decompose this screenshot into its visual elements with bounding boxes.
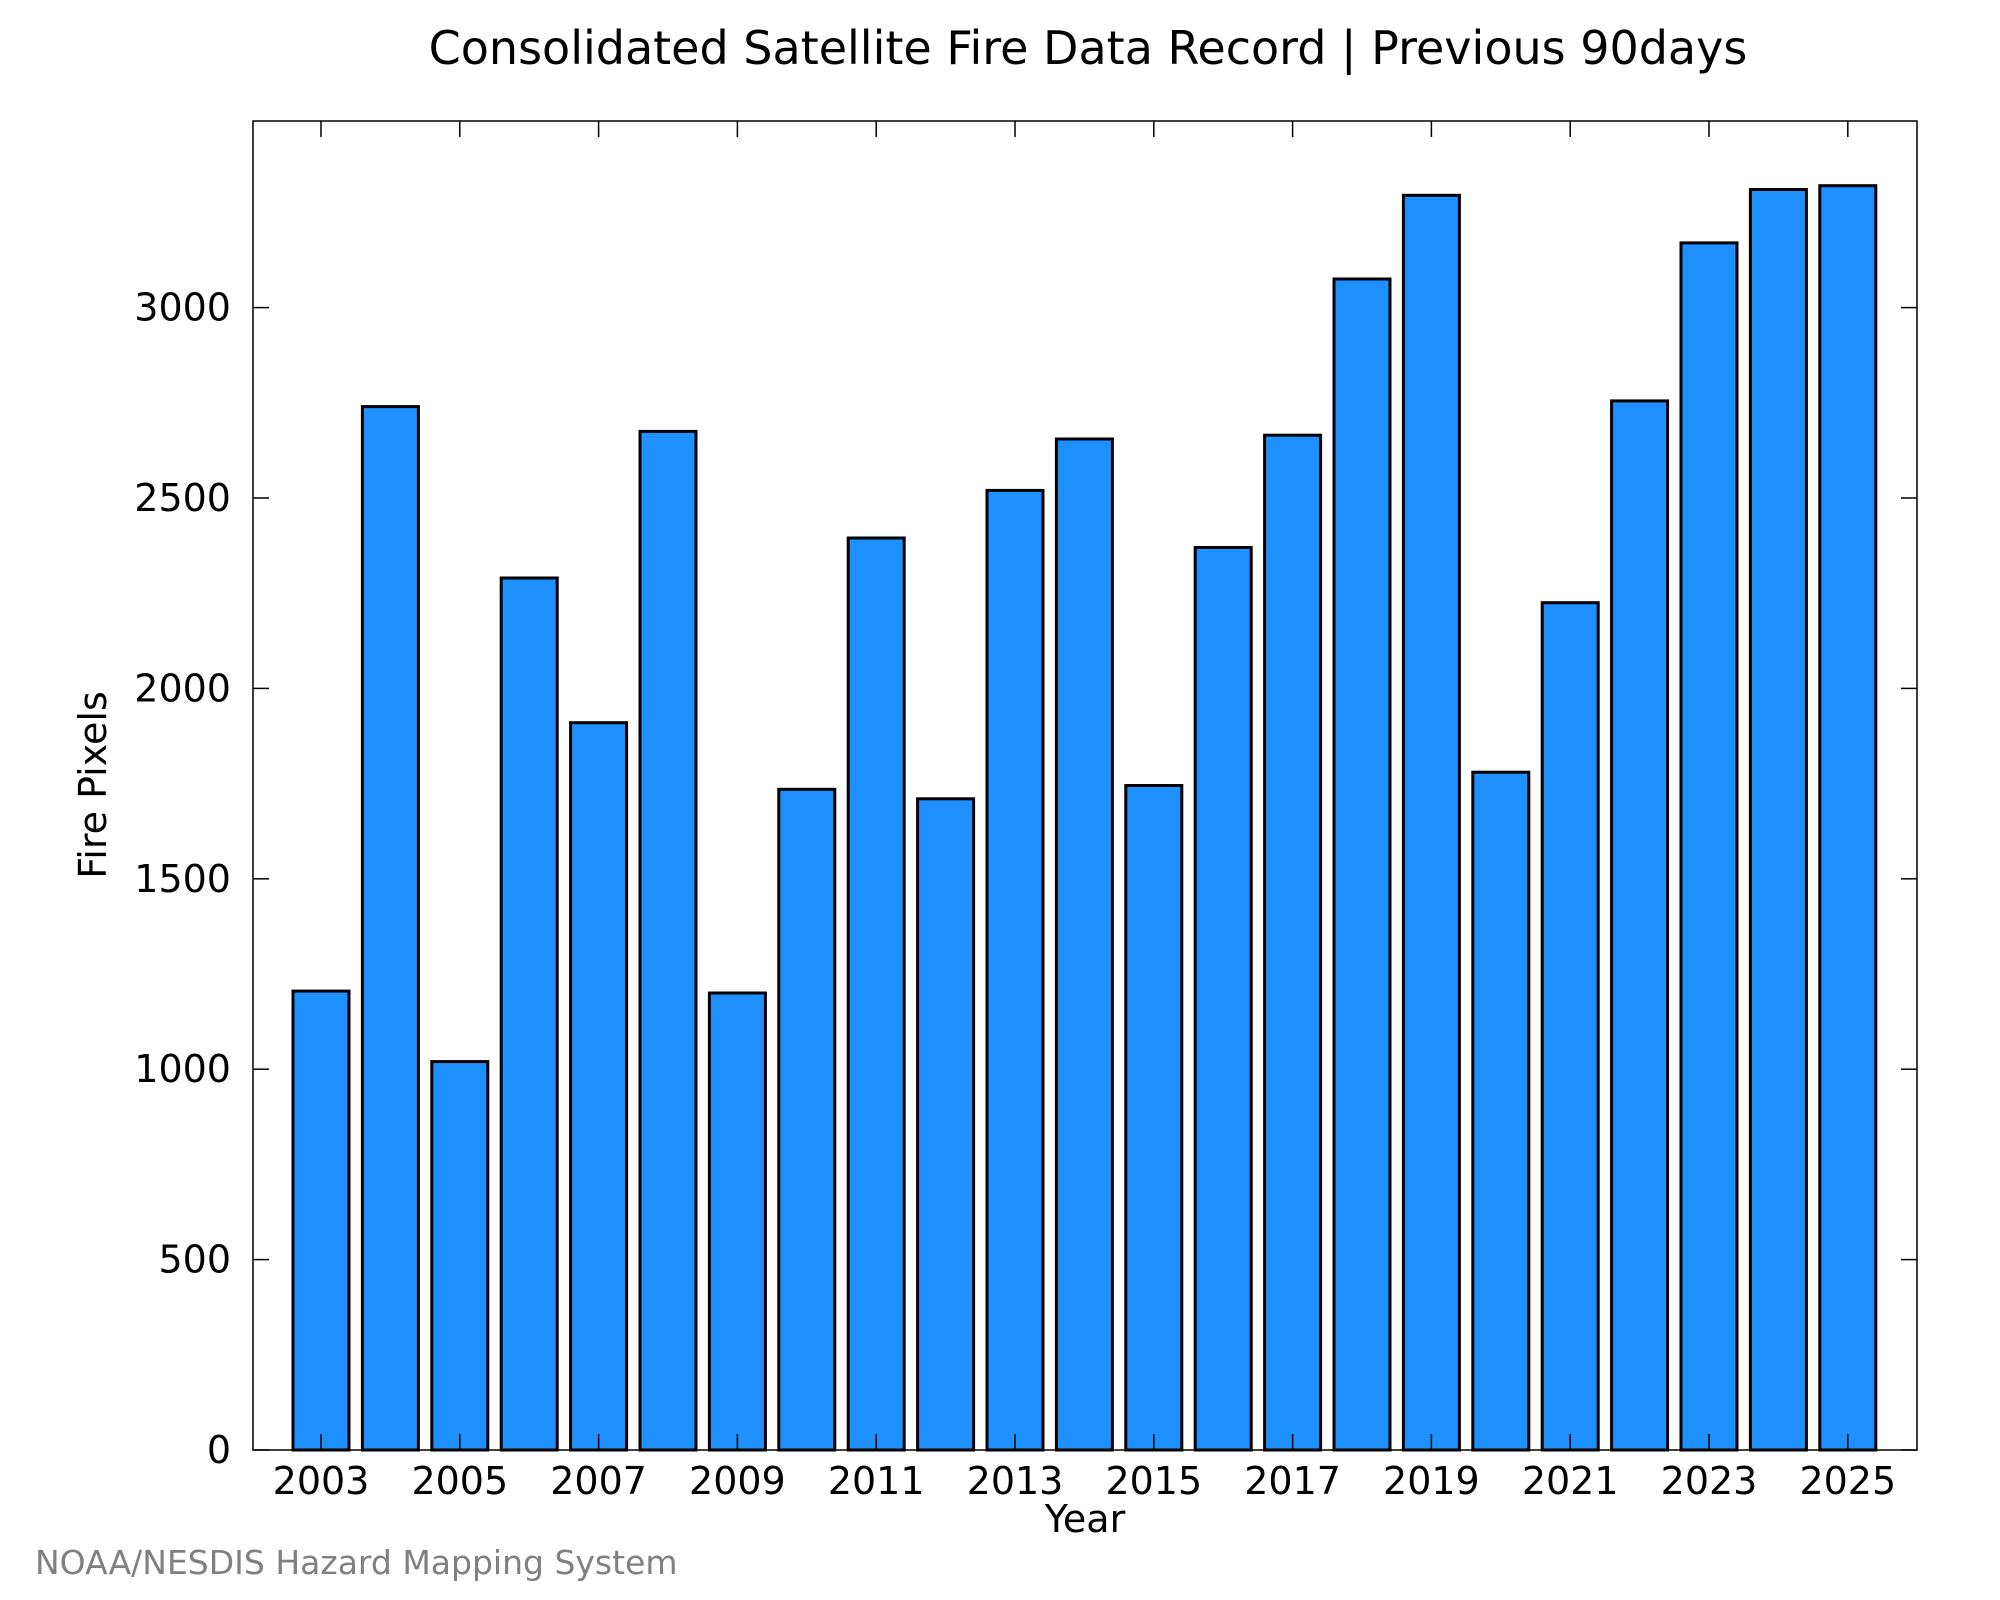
x-tick-label-2021: 2021 — [1522, 1459, 1619, 1503]
bar-2011 — [846, 536, 906, 1452]
y-tick-label-500: 500 — [158, 1238, 231, 1282]
bar-2017 — [1263, 433, 1323, 1452]
y-tick-label-1500: 1500 — [134, 857, 231, 901]
x-tick-label-2005: 2005 — [411, 1459, 508, 1503]
x-tick-label-2015: 2015 — [1105, 1459, 1202, 1503]
x-axis-ticks: 2003 2005 2007 2009 2011 2013 2015 2017 2019 2021… — [273, 121, 1896, 1503]
x-tick-label-2017: 2017 — [1244, 1459, 1341, 1503]
bar-2005 — [430, 1060, 490, 1452]
bar-2004 — [360, 405, 420, 1452]
bar-2007 — [569, 721, 629, 1452]
credit-text: NOAA/NESDIS Hazard Mapping System — [35, 1543, 678, 1582]
bar-2013 — [985, 488, 1045, 1452]
chart-title: Consolidated Satellite Fire Data Record … — [429, 21, 1748, 76]
y-tick-label-2000: 2000 — [134, 666, 231, 710]
bar-2024 — [1748, 188, 1808, 1452]
x-axis-title: Year — [1044, 1497, 1126, 1541]
bar-2012 — [916, 797, 976, 1452]
bar-2016 — [1193, 546, 1253, 1452]
bar-2025 — [1818, 184, 1878, 1452]
bar-2006 — [499, 576, 559, 1452]
x-tick-label-2007: 2007 — [550, 1459, 647, 1503]
bar-2010 — [777, 787, 837, 1452]
x-tick-label-2023: 2023 — [1661, 1459, 1758, 1503]
bar-2018 — [1332, 277, 1392, 1452]
y-tick-label-3000: 3000 — [134, 286, 231, 330]
bar-2015 — [1124, 784, 1184, 1452]
bar-2023 — [1679, 241, 1739, 1452]
bar-2014 — [1054, 437, 1114, 1452]
bar-2019 — [1401, 193, 1461, 1452]
y-tick-label-0: 0 — [207, 1428, 231, 1472]
bar-2008 — [638, 429, 698, 1452]
y-tick-label-2500: 2500 — [134, 476, 231, 520]
x-tick-label-2011: 2011 — [828, 1459, 925, 1503]
y-tick-label-1000: 1000 — [134, 1047, 231, 1091]
bar-2020 — [1471, 770, 1531, 1452]
bar-2021 — [1540, 601, 1600, 1452]
y-axis-ticks: 0 500 1000 1500 2000 2500 3000 — [134, 286, 1917, 1472]
x-tick-label-2025: 2025 — [1799, 1459, 1896, 1503]
bars — [291, 184, 1878, 1452]
y-axis-title: Fire Pixels — [71, 691, 115, 879]
x-tick-label-2009: 2009 — [689, 1459, 786, 1503]
x-tick-label-2019: 2019 — [1383, 1459, 1480, 1503]
bar-2003 — [291, 989, 351, 1452]
bar-2022 — [1610, 399, 1670, 1452]
bar-2009 — [707, 991, 767, 1452]
x-tick-label-2003: 2003 — [273, 1459, 370, 1503]
x-tick-label-2013: 2013 — [967, 1459, 1064, 1503]
